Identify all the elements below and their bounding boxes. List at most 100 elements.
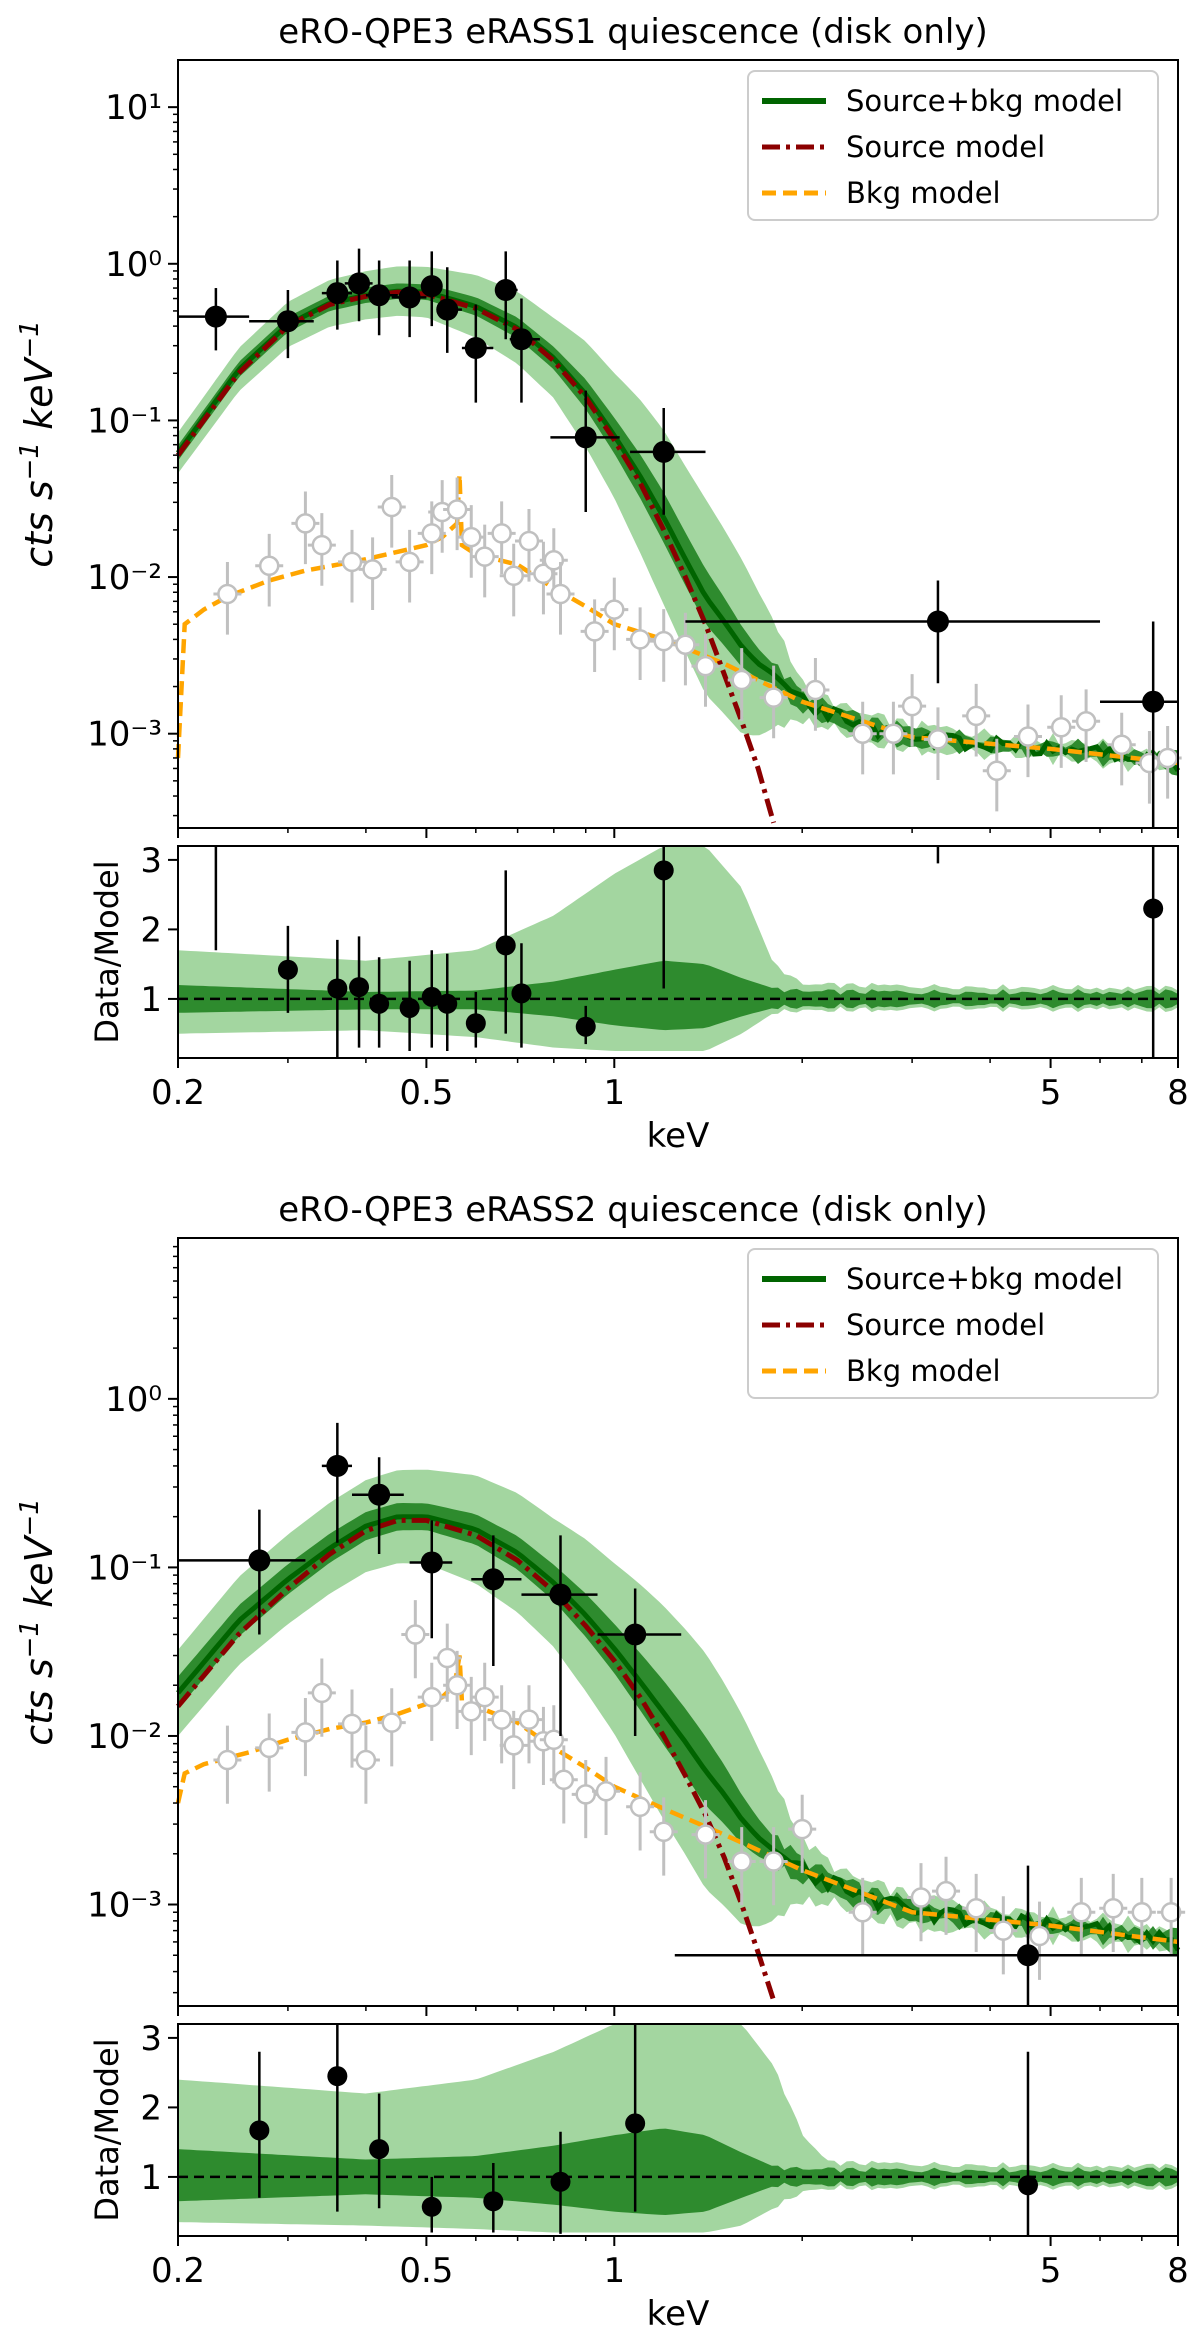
- bkg-point-marker: [965, 705, 987, 727]
- y-tick-label: 10¹: [105, 88, 162, 128]
- bkg-point-marker: [965, 1898, 987, 1919]
- bkg-point-marker: [910, 1887, 932, 1908]
- bkg-data-point: [514, 508, 543, 582]
- bkg-point-marker: [883, 723, 904, 744]
- bkg-point-marker: [763, 1851, 784, 1872]
- bkg-point-marker: [731, 669, 752, 691]
- source-data-point: [420, 251, 443, 327]
- bkg-data-point: [337, 529, 366, 603]
- residual-data-point: [399, 960, 420, 1052]
- residual-point-marker: [1017, 2175, 1038, 2196]
- bkg-data-point: [691, 1800, 720, 1879]
- source-data-point: [351, 1457, 404, 1555]
- bkg-point-marker: [461, 1701, 482, 1722]
- source-point-marker: [436, 298, 459, 321]
- source-data-point: [409, 1520, 453, 1639]
- residual-point-marker: [550, 2171, 571, 2192]
- residual-point-marker: [465, 1013, 486, 1034]
- residual-point-marker: [249, 2120, 270, 2141]
- bkg-point-marker: [503, 565, 524, 586]
- source-point-marker: [248, 1549, 271, 1572]
- bkg-point-marker: [1075, 711, 1097, 732]
- residual-point-marker: [327, 978, 348, 999]
- bkg-point-marker: [584, 621, 605, 642]
- source-model-line: [176, 1517, 776, 2002]
- residual-point-marker: [483, 2191, 504, 2212]
- bkg-data-point: [291, 1697, 320, 1777]
- source-data-point: [494, 251, 518, 340]
- legend-box: [747, 70, 1159, 221]
- source-data-point: [391, 260, 427, 338]
- bkg-point-marker: [446, 499, 468, 520]
- bkg-data-point: [417, 1662, 446, 1741]
- bkg-point-marker: [1071, 1901, 1092, 1923]
- bkg-data-point: [539, 1705, 568, 1784]
- source-data-point: [365, 260, 398, 336]
- bkg-data-point: [401, 1600, 430, 1679]
- bkg-data-point: [727, 1827, 756, 1906]
- bkg-data-point: [848, 701, 877, 775]
- source-point-marker: [464, 336, 487, 359]
- x-tick-label: 8: [1167, 2251, 1189, 2291]
- residual-data-point: [495, 870, 516, 1034]
- bkg-data-point: [626, 607, 655, 681]
- model-band-inner: [178, 283, 1178, 776]
- residual-data-point: [349, 936, 370, 1048]
- bkg-data-point: [788, 1794, 817, 1873]
- source-point-marker: [368, 284, 391, 307]
- bkg-data-point: [1047, 695, 1076, 768]
- bkg-point-marker: [1111, 734, 1132, 756]
- source-point-marker: [652, 440, 675, 463]
- residual-data-point: [483, 2163, 504, 2233]
- bkg-point-marker: [763, 687, 784, 708]
- bkg-point-marker: [1017, 726, 1039, 747]
- bkg-data-point: [649, 1797, 678, 1876]
- bkg-data-point: [982, 738, 1011, 812]
- bkg-data-point: [1153, 725, 1182, 799]
- bkg-point-marker: [695, 1824, 716, 1845]
- source-point-marker: [326, 282, 349, 305]
- residual-y-tick-label: 3: [140, 841, 162, 881]
- bkg-data-point: [879, 701, 908, 775]
- bkg-data-point: [759, 665, 788, 739]
- bkg-point-marker: [791, 1818, 813, 1840]
- bkg-data-point: [307, 1658, 336, 1737]
- panel-1-main-frame: [177, 59, 1179, 829]
- panel-2-residual-ylabel: Data/Model: [88, 2038, 126, 2221]
- bkg-point-marker: [311, 534, 333, 556]
- source-point-marker: [510, 328, 533, 351]
- bkg-point-marker: [503, 1735, 524, 1756]
- bkg-data-point: [457, 1676, 486, 1756]
- source-data-point: [685, 580, 1101, 684]
- panel-1-legend: Source+bkg model Source model Bkg model: [747, 70, 1159, 221]
- bkg-data-point: [1013, 704, 1042, 778]
- source-data-point: [674, 1865, 1178, 2006]
- residual-data-point: [421, 950, 442, 1048]
- bkg-data-point: [626, 1772, 655, 1851]
- bkg-data-point: [592, 1756, 621, 1835]
- source-point-marker: [624, 1623, 647, 1646]
- y-tick-label: 10⁰: [105, 1380, 162, 1420]
- panel-1-residual-plot: 1 2 3 0.2 0.5 1 5 8: [140, 841, 1188, 1113]
- residual-data-point: [421, 2176, 442, 2233]
- panel-1-title: eRO-QPE3 eRASS1 quiescence (disk only): [278, 12, 987, 52]
- bkg-point-marker: [629, 629, 651, 650]
- source-point-marker: [204, 305, 227, 328]
- x-tick-label: 0.2: [151, 1073, 205, 1113]
- residual-data-point: [653, 846, 674, 989]
- source-point-marker: [482, 1568, 505, 1591]
- bkg-point-marker: [1029, 1925, 1050, 1947]
- bkg-point-marker: [491, 523, 512, 544]
- residual-point-marker: [495, 935, 516, 956]
- residual-data-point: [277, 925, 298, 1013]
- panel-2-legend: Source+bkg model Source model Bkg model: [747, 1248, 1159, 1399]
- x-tick-label: 5: [1040, 2251, 1062, 2291]
- residual-y-tick-label: 1: [140, 980, 162, 1020]
- bkg-data-point: [848, 1877, 877, 1956]
- residual-data-point: [1017, 2051, 1038, 2236]
- bkg-data-point: [499, 543, 528, 617]
- bkg-data-point: [395, 529, 424, 603]
- panel-2-title: eRO-QPE3 eRASS2 quiescence (disk only): [278, 1190, 987, 1230]
- bkg-point-marker: [550, 583, 571, 605]
- bkg-point-marker: [518, 530, 540, 552]
